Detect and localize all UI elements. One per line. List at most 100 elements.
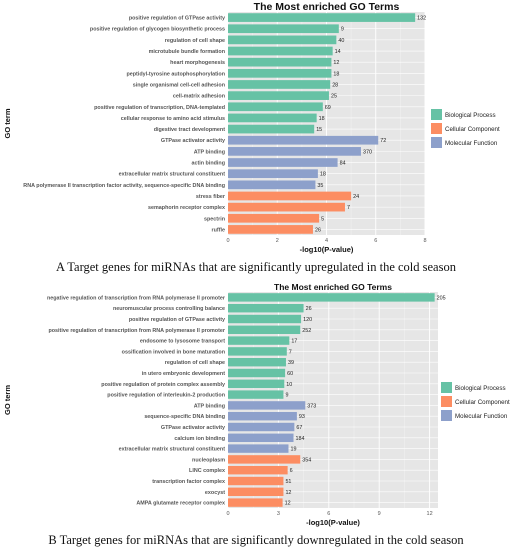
bar: [228, 476, 284, 486]
count-label: 184: [296, 436, 305, 442]
bar: [228, 102, 323, 112]
count-label: 132: [417, 16, 426, 22]
term-label: actin binding: [191, 161, 225, 167]
count-label: 84: [340, 161, 346, 167]
bar: [228, 46, 333, 56]
term-label: positive regulation of protein complex a…: [101, 382, 225, 388]
x-tick-label: 4: [325, 238, 328, 244]
bar: [228, 336, 290, 345]
count-label: 12: [285, 490, 291, 496]
term-label: transcription factor complex: [152, 479, 225, 485]
go-enrichment-chart-b: The Most enriched GO Terms 0 3 6 9 12 negative…: [3, 282, 510, 527]
count-label: 18: [333, 71, 339, 77]
y-axis-label: GO term: [3, 108, 12, 138]
count-label: 26: [315, 227, 321, 233]
count-label: 35: [317, 183, 323, 189]
plot-background: [228, 292, 438, 508]
term-label: semaphorin receptor complex: [148, 205, 225, 211]
legend-entry: Molecular Function: [445, 140, 498, 147]
term-label: positive regulation of transcription, DN…: [94, 105, 225, 111]
y-axis-label: GO term: [3, 385, 12, 415]
term-label: LINC complex: [189, 468, 225, 474]
chart-caption-a: A Target genes for miRNAs that are signi…: [56, 260, 456, 274]
bar: [228, 180, 316, 190]
count-label: 205: [437, 295, 446, 301]
term-label: GTPase activator activity: [161, 138, 225, 144]
count-label: 60: [287, 371, 293, 377]
legend-entry: Biological Process: [455, 385, 506, 392]
x-axis-label: -log10(P-value): [306, 518, 360, 527]
bar: [228, 422, 295, 432]
count-label: 26: [306, 306, 312, 312]
bar: [228, 24, 339, 34]
term-label: in utero embryonic development: [142, 371, 225, 377]
legend-swatch: [431, 109, 442, 120]
x-axis-label: -log10(P-value): [300, 245, 354, 254]
legend-entry: Cellular Component: [455, 399, 510, 406]
bar: [228, 113, 317, 123]
term-label: sequence-specific DNA binding: [144, 414, 225, 420]
count-label: 6: [290, 468, 293, 474]
term-label: digestive tract development: [154, 127, 226, 133]
count-label: 120: [303, 317, 312, 323]
count-label: 19: [290, 447, 296, 453]
x-tick-label: 0: [226, 511, 229, 517]
term-label: positive regulation of transcription fro…: [48, 328, 225, 334]
term-label: calcium ion binding: [174, 436, 225, 442]
term-label: endosome to lysosome transport: [140, 339, 225, 345]
term-label: microtubule bundle formation: [149, 49, 225, 55]
legend-entry: Cellular Component: [445, 126, 500, 133]
bar: [228, 57, 332, 67]
count-label: 7: [347, 205, 350, 211]
legend-entry: Biological Process: [445, 112, 496, 119]
legend-entry: Molecular Function: [455, 413, 508, 420]
count-label: 373: [307, 403, 316, 409]
count-label: 28: [332, 82, 338, 88]
legend-swatch: [441, 382, 452, 393]
count-label: 24: [353, 194, 359, 200]
count-label: 25: [331, 94, 337, 100]
term-label: positive regulation of glycogen biosynth…: [90, 27, 225, 33]
count-label: 17: [291, 339, 297, 345]
term-label: negative regulation of transcription fro…: [47, 295, 226, 301]
x-tick-label: 3: [277, 511, 280, 517]
bar: [228, 303, 304, 313]
legend-swatch: [431, 123, 442, 134]
bar: [228, 68, 332, 78]
bar: [228, 202, 345, 212]
count-label: 9: [285, 393, 288, 399]
count-label: 7: [289, 349, 292, 355]
term-label: neuromuscular process controlling balanc…: [113, 306, 225, 312]
term-label: regulation of cell shape: [165, 38, 225, 44]
count-label: 93: [299, 414, 305, 420]
bar: [228, 147, 361, 156]
count-label: 10: [286, 382, 292, 388]
term-label: nucleoplasm: [192, 457, 225, 463]
count-label: 69: [325, 105, 331, 111]
count-label: 72: [380, 138, 386, 144]
bar: [228, 213, 320, 223]
bar: [228, 124, 315, 134]
bar: [228, 314, 302, 324]
count-label: 18: [320, 172, 326, 178]
x-tick-label: 6: [327, 511, 330, 517]
count-label: 14: [335, 49, 341, 55]
chart-title: The Most enriched GO Terms: [254, 1, 400, 13]
term-label: positive regulation of GTPase activity: [129, 317, 225, 323]
bar: [228, 80, 331, 89]
x-tick-label: 9: [378, 511, 381, 517]
bar: [228, 35, 337, 45]
chart-panel-b: The Most enriched GO Terms 0 3 6 9 12 negative…: [0, 280, 512, 550]
count-label: 370: [363, 149, 372, 155]
bar: [228, 347, 287, 356]
count-label: 12: [285, 501, 291, 507]
bar: [228, 169, 318, 179]
count-label: 39: [288, 360, 294, 366]
legend-swatch: [441, 396, 452, 407]
bar: [228, 390, 284, 399]
bar: [228, 465, 288, 475]
term-label: spectrin: [204, 216, 225, 222]
bar: [228, 455, 301, 464]
term-label: AMPA glutamate receptor complex: [136, 501, 225, 507]
